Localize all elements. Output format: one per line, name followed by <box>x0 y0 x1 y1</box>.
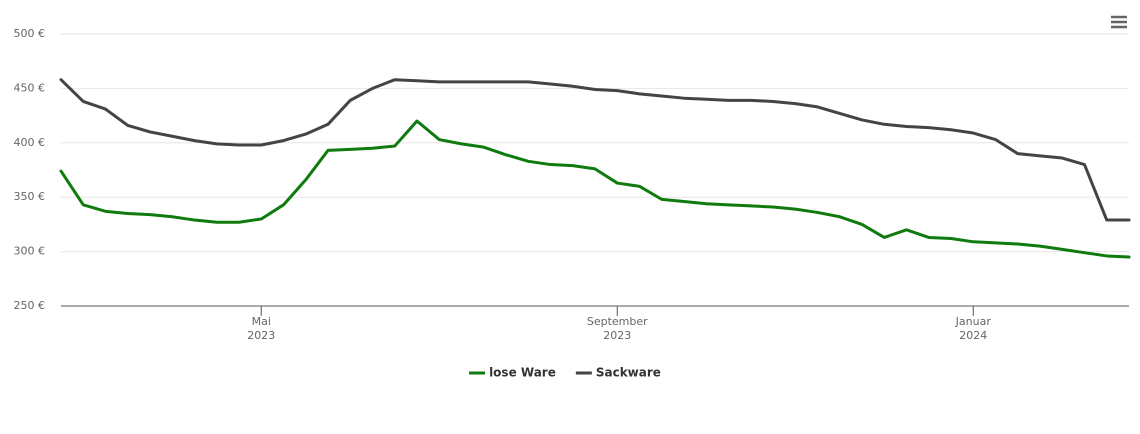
x-tick-label: September 2023 <box>586 315 648 342</box>
series-line <box>59 78 1131 222</box>
x-tick-label: Mai 2023 <box>247 315 276 342</box>
legend: lose Ware Sackware <box>469 366 661 380</box>
legend-label: lose Ware <box>489 366 556 380</box>
x-tick-label: Januar 2024 <box>955 315 991 342</box>
y-tick-label: 500 € <box>14 27 46 40</box>
y-tick-label: 400 € <box>14 136 46 149</box>
legend-item[interactable]: lose Ware <box>469 366 556 380</box>
y-tick-label: 250 € <box>14 299 46 312</box>
y-tick-label: 350 € <box>14 190 46 203</box>
series-line <box>59 119 1131 259</box>
legend-item[interactable]: Sackware <box>575 366 661 380</box>
y-tick-label: 300 € <box>14 245 46 258</box>
y-tick-label: 450 € <box>14 81 46 94</box>
legend-label: Sackware <box>596 366 661 380</box>
menu-button[interactable] <box>1108 14 1128 32</box>
